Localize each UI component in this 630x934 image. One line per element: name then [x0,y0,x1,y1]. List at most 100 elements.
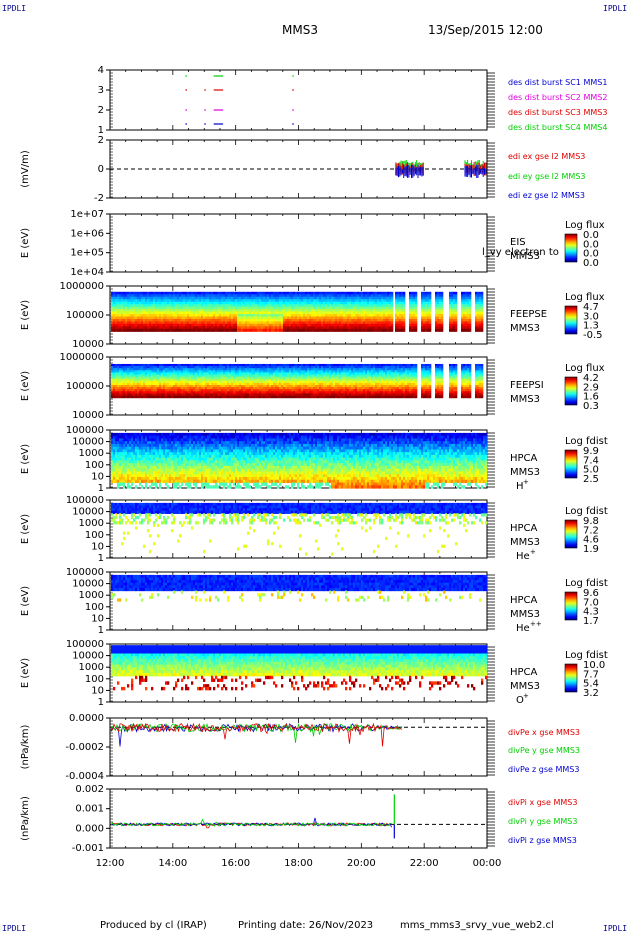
spectrogram-cell [229,294,232,298]
spectrogram-cell [201,304,204,308]
spectrogram-cell [291,326,294,330]
spectrogram-cell [123,323,126,327]
spectrogram-cell [177,326,180,330]
spectrogram-cell [133,311,136,315]
spectrogram-cell [113,395,116,399]
spectrogram-cell [145,368,148,371]
spectrogram-cell [203,380,206,384]
spectrogram-cell [313,294,316,298]
spectrogram-cell [173,318,176,322]
spectrogram-cell [409,299,412,303]
spectrogram-cell [449,294,452,298]
spectrogram-cell [321,316,324,320]
spectrogram-cell [441,316,444,320]
spectrogram-cell [381,299,384,303]
spectrogram-cell [479,311,482,315]
spectrogram-cell [117,380,120,384]
spectrogram-cell [315,321,318,325]
spectrogram-cell [153,391,156,394]
spectrogram-cell [331,316,334,320]
spectrogram-cell [195,382,198,386]
spectrogram-cell [401,323,404,327]
spectrogram-cell [357,321,360,325]
spectrogram-cell [369,321,372,325]
spectrogram-cell [231,376,234,380]
spectrogram-cell [153,299,156,303]
spectrogram-cell [207,380,210,384]
spectrogram-cell [231,321,234,325]
y-tick-label-feepsi: 10000 [72,410,104,421]
spectrogram-cell [325,311,328,315]
spectrogram-cell [181,304,184,308]
spectrogram-cell [167,391,170,394]
spectrogram-cell [225,378,228,382]
spectrogram-cell [453,328,456,332]
spectrogram-cell [371,299,374,303]
spectrogram-cell [299,321,302,325]
spectrogram-cell [113,328,116,332]
spectrogram-cell [425,299,428,303]
spectrogram-cell [111,395,114,399]
spectrogram-cell [299,294,302,298]
spectrogram-cell [399,318,402,322]
spectrogram-cell [179,326,182,330]
spectrogram-cell [451,299,454,303]
spectrogram-cell [215,366,218,369]
spectrogram-cell [389,294,392,298]
spectrogram-cell [361,309,364,313]
spectrogram-cell [163,304,166,308]
spectrogram-cell [161,311,164,315]
spectrogram-cell [225,372,228,376]
spectrogram-cell [125,370,128,373]
spectrogram-cell [151,376,154,380]
spectrogram-cell [357,326,360,330]
spectrogram-cell [367,311,370,315]
spectrogram-cell [259,291,262,295]
spectrogram-cell [189,309,192,313]
spectrogram-cell [171,296,174,300]
spectrogram-cell [181,313,184,318]
spectrogram-cell [399,321,402,325]
spectrogram-cell [413,296,416,300]
spectrogram-cell [423,306,426,310]
spectrogram-cell [281,318,284,322]
spectrogram-cell [141,326,144,330]
spectrogram-cell [279,326,282,330]
spectrogram-cell [347,313,350,318]
spectrogram-cell [203,291,206,295]
spectrogram-cell [295,304,298,308]
spectrogram-cell [111,393,114,397]
spectrogram-cell [113,311,116,315]
spectrogram-cell [117,291,120,295]
spectrogram-cell [293,313,296,318]
spectrogram-cell [185,326,188,330]
y-axis-label-feepse: E (eV) [20,300,31,330]
spectrogram-cell [441,313,444,318]
spectrogram-cell [257,301,260,305]
spectrogram-cell [481,318,484,322]
spectrogram-cell [259,328,262,332]
spectrogram-cell [199,391,202,394]
spectrogram-cell [239,321,242,325]
spectrogram-cell [187,318,190,322]
spectrogram-cell [307,304,310,308]
spectrogram-cell [111,387,114,390]
spectrogram-cell [155,291,158,295]
spectrogram-cell [435,316,438,320]
spectrogram-cell [211,291,214,295]
spectrogram-cell [333,311,336,315]
spectrogram-cell [223,291,226,295]
spectrogram-cell [205,294,208,298]
spectrogram-cell [153,316,156,320]
spectrogram-cell [319,296,322,300]
spectrogram-cell [187,299,190,303]
spectrogram-cell [213,328,216,332]
spectrogram-cell [203,366,206,369]
spectrogram-cell [155,313,158,318]
spectrogram-cell [325,318,328,322]
spectrogram-cell [173,376,176,380]
spectrogram-cell [361,299,364,303]
spectrogram-cell [361,296,364,300]
spectrogram-cell [241,328,244,332]
spectrogram-cell [207,382,210,386]
